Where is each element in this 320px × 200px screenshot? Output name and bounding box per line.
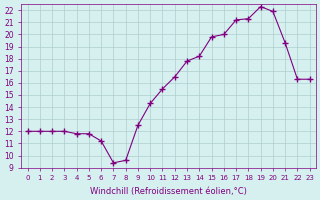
- X-axis label: Windchill (Refroidissement éolien,°C): Windchill (Refroidissement éolien,°C): [90, 187, 247, 196]
